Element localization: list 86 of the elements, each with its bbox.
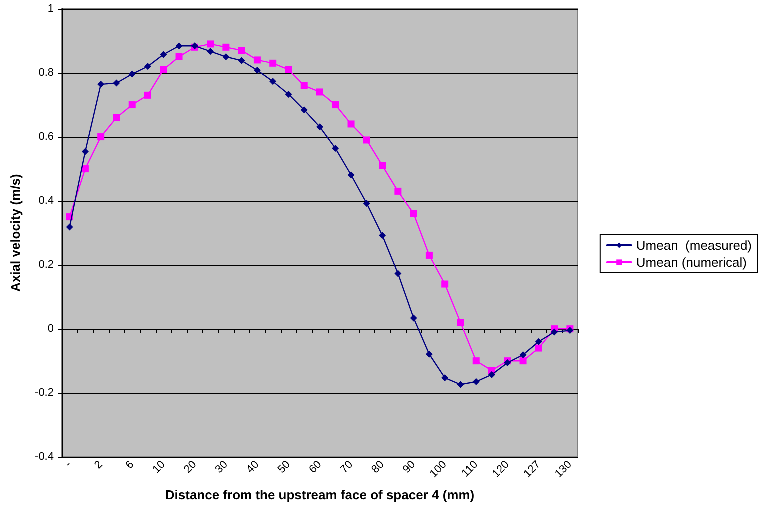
point bbox=[270, 78, 277, 86]
point bbox=[316, 124, 324, 131]
legend-label: Umean (measured) bbox=[636, 238, 752, 253]
point bbox=[270, 60, 277, 67]
point bbox=[535, 338, 542, 346]
point bbox=[426, 252, 433, 259]
point bbox=[394, 188, 402, 195]
x-tick-label: - bbox=[62, 458, 74, 470]
y-tick-label: 0.2 bbox=[38, 259, 54, 272]
y-tick-label: 0.4 bbox=[38, 195, 54, 208]
x-tick-label: 130 bbox=[552, 458, 574, 480]
point bbox=[426, 350, 433, 358]
point bbox=[222, 54, 230, 61]
y-tick-label: 0.8 bbox=[38, 67, 54, 80]
point bbox=[363, 136, 370, 144]
x-tick-label: 127 bbox=[522, 458, 544, 480]
point bbox=[82, 148, 89, 156]
point bbox=[316, 88, 324, 96]
point bbox=[520, 358, 527, 365]
point bbox=[98, 134, 105, 141]
x-tick-label: 90 bbox=[400, 458, 418, 476]
point bbox=[160, 66, 168, 74]
x-tick-label: 100 bbox=[428, 458, 450, 480]
point bbox=[300, 106, 308, 114]
point bbox=[285, 90, 292, 98]
point bbox=[442, 280, 449, 288]
point bbox=[82, 166, 89, 173]
point bbox=[535, 344, 542, 352]
y-tick-label: -0.2 bbox=[35, 387, 54, 400]
x-tick-label: 20 bbox=[182, 458, 200, 476]
point bbox=[332, 145, 340, 152]
point bbox=[551, 328, 558, 336]
point bbox=[238, 57, 246, 64]
y-axis-title: Axial velocity (m/s) bbox=[8, 174, 23, 292]
point bbox=[144, 63, 152, 70]
x-axis-title: Distance from the upstream face of spacer 4 (mm) bbox=[165, 488, 475, 502]
x-tick-label: 2 bbox=[92, 458, 106, 472]
x-tick-label: 30 bbox=[213, 458, 230, 476]
point bbox=[160, 51, 168, 58]
point bbox=[254, 66, 261, 74]
x-tick-label: 80 bbox=[370, 458, 387, 476]
point bbox=[332, 102, 340, 109]
y-tick-label: 0.6 bbox=[38, 131, 54, 144]
point bbox=[113, 114, 120, 122]
point bbox=[394, 270, 402, 278]
point bbox=[300, 82, 308, 90]
point bbox=[348, 120, 355, 128]
x-tick-label: 110 bbox=[460, 458, 481, 480]
point bbox=[176, 54, 183, 61]
x-tick-label: 50 bbox=[276, 458, 293, 476]
point bbox=[207, 48, 214, 56]
point bbox=[488, 371, 496, 378]
x-tick-label: 6 bbox=[124, 458, 137, 472]
x-tick-label: 10 bbox=[150, 458, 168, 476]
point bbox=[442, 374, 449, 382]
point bbox=[207, 40, 214, 48]
point bbox=[410, 210, 418, 218]
point bbox=[379, 162, 386, 170]
point bbox=[457, 381, 464, 388]
x-tick-label: 70 bbox=[338, 458, 356, 476]
point bbox=[363, 200, 370, 208]
point bbox=[285, 66, 292, 74]
point bbox=[410, 314, 418, 322]
point bbox=[128, 102, 136, 109]
y-tick-label: -0.4 bbox=[35, 451, 54, 464]
x-tick-label: 120 bbox=[490, 458, 512, 480]
y-tick-label: 1 bbox=[48, 3, 54, 15]
point bbox=[98, 81, 105, 88]
point bbox=[472, 378, 480, 386]
point bbox=[238, 47, 246, 54]
y-tick-label: 0 bbox=[48, 323, 54, 336]
x-tick-label: 40 bbox=[244, 458, 262, 476]
point bbox=[144, 92, 152, 99]
point bbox=[457, 319, 464, 326]
point bbox=[348, 172, 355, 179]
point bbox=[176, 42, 183, 50]
legend-label: Umean (numerical) bbox=[636, 255, 747, 270]
point bbox=[66, 224, 74, 231]
point bbox=[113, 80, 120, 87]
point bbox=[472, 358, 480, 365]
point bbox=[128, 70, 136, 78]
point bbox=[254, 56, 261, 64]
point bbox=[222, 44, 230, 51]
x-tick-label: 60 bbox=[307, 458, 324, 476]
point bbox=[379, 232, 386, 240]
point bbox=[520, 352, 527, 359]
